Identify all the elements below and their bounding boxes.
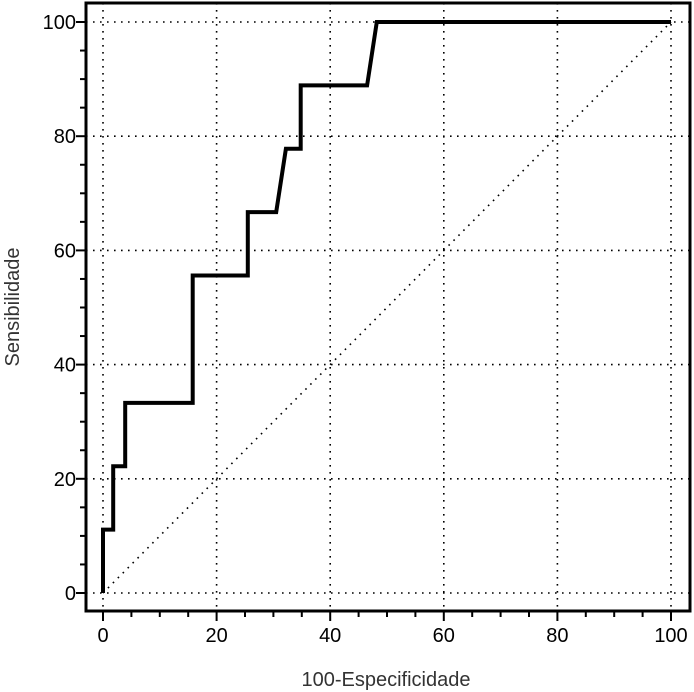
- x-tick-label: 100: [654, 625, 687, 647]
- series-group: [101, 20, 672, 594]
- y-tick-label: 40: [54, 355, 76, 377]
- x-tick-label: 20: [205, 625, 227, 647]
- y-axis-title: Sensibilidade: [2, 248, 24, 367]
- x-tick-label: 0: [97, 625, 108, 647]
- y-tick-label: 0: [65, 583, 76, 605]
- y-tick-label: 20: [54, 469, 76, 491]
- x-axis-title: 100-Especificidade: [302, 669, 471, 691]
- x-tick-label: 60: [433, 625, 455, 647]
- y-tick-label: 100: [43, 12, 76, 34]
- roc-curve-line: [101, 20, 671, 593]
- y-tick-label: 60: [54, 240, 76, 262]
- y-tick-label: 80: [54, 126, 76, 148]
- grid: [86, 3, 690, 611]
- axis-ticks: [76, 21, 672, 621]
- tick-labels: 0 20 40 60 80 100 0 20 40 60 80 100: [43, 12, 688, 647]
- x-tick-label: 80: [546, 625, 568, 647]
- x-tick-label: 40: [319, 625, 341, 647]
- reference-diagonal-line: [102, 21, 672, 594]
- plot-frame: [84, 1, 692, 613]
